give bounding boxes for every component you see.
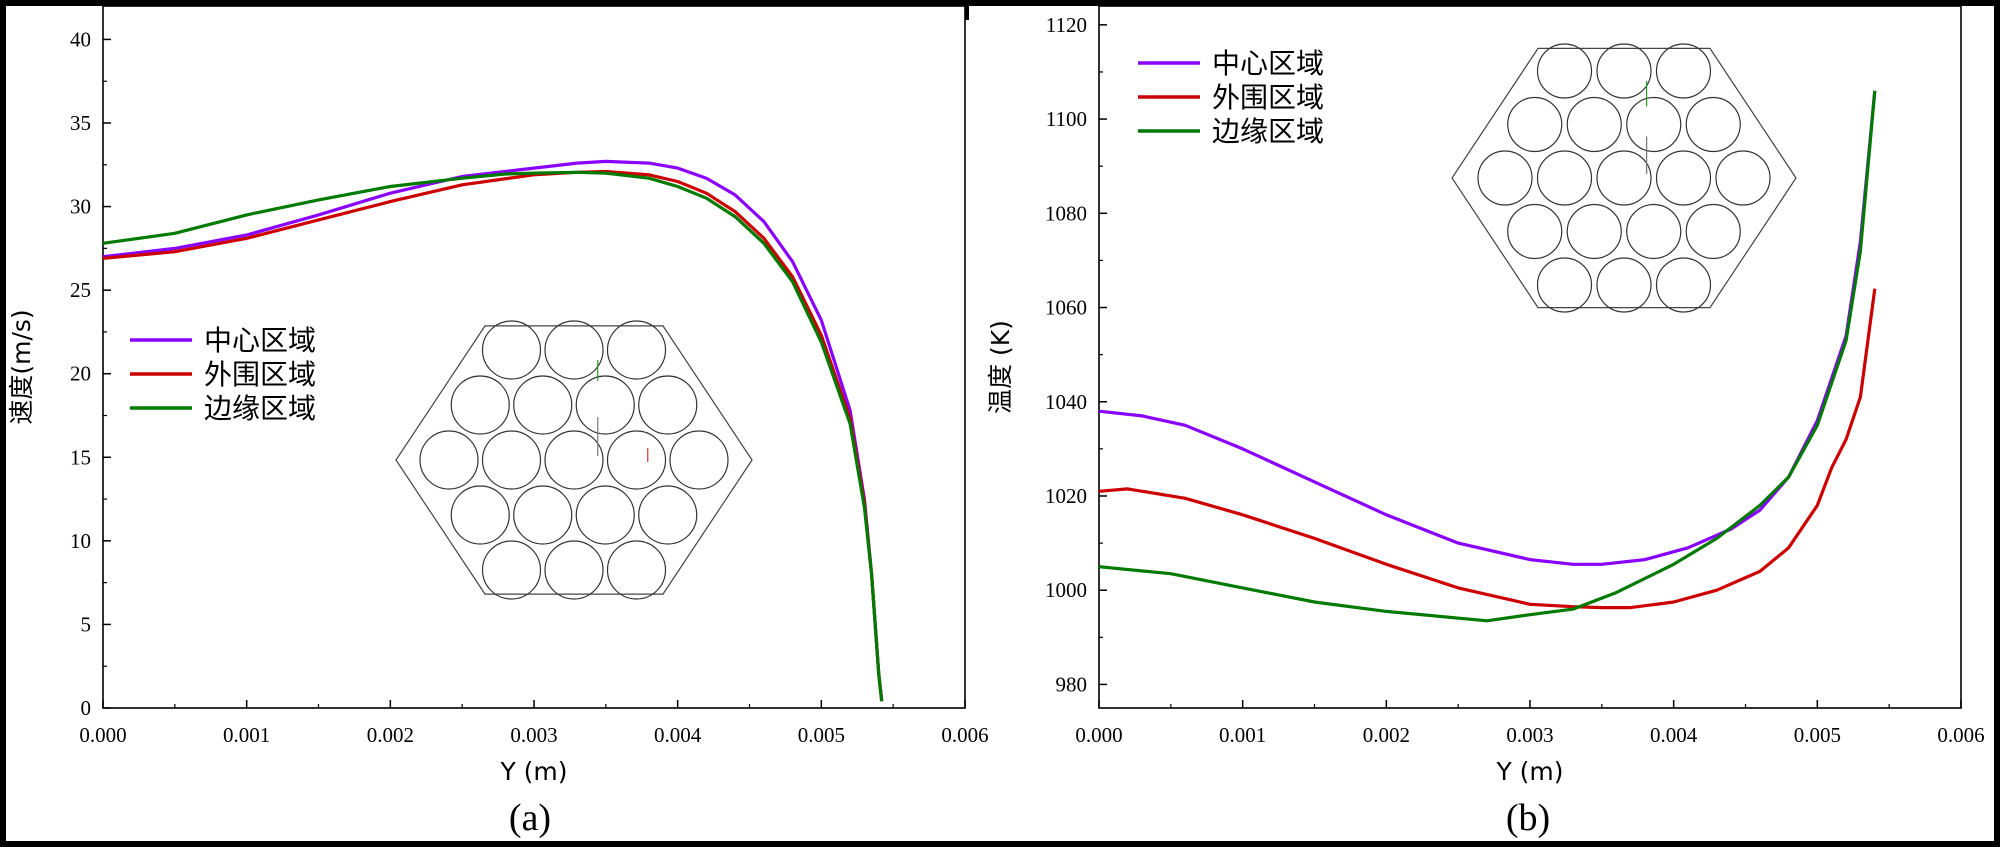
x-tick-label: 0.001 bbox=[1219, 723, 1266, 747]
x-tick-label: 0.003 bbox=[510, 723, 557, 747]
rod-circle bbox=[544, 430, 604, 490]
y-tick-label: 15 bbox=[70, 445, 91, 469]
rod-circle bbox=[481, 430, 542, 490]
rod-circle bbox=[1566, 203, 1622, 260]
hexagon-bundle-inset bbox=[1451, 43, 1797, 313]
x-tick-label: 0.003 bbox=[1506, 723, 1553, 747]
y-tick-label: 1000 bbox=[1045, 578, 1087, 602]
legend-label-0: 中心区域 bbox=[1212, 47, 1324, 80]
rod-circle bbox=[481, 320, 542, 380]
legend-label-0: 中心区域 bbox=[204, 324, 316, 357]
y-tick-label: 35 bbox=[70, 111, 91, 135]
rod-circle bbox=[1655, 43, 1712, 99]
y-tick-label: 40 bbox=[70, 27, 91, 51]
y-tick-label: 980 bbox=[1056, 672, 1088, 696]
panel-label: (a) bbox=[509, 797, 551, 839]
x-tick-label: 0.004 bbox=[1650, 723, 1698, 747]
y-tick-label: 1060 bbox=[1045, 296, 1087, 320]
rod-circle bbox=[606, 430, 667, 490]
rod-circle bbox=[1715, 150, 1771, 206]
rod-circle bbox=[1626, 96, 1682, 153]
legend-label-1: 外围区域 bbox=[204, 358, 316, 391]
y-tick-label: 1120 bbox=[1046, 13, 1087, 37]
y-tick-label: 25 bbox=[70, 278, 91, 302]
rod-circle bbox=[638, 375, 698, 435]
rod-circle bbox=[450, 485, 510, 545]
rod-circle bbox=[1655, 150, 1712, 206]
panel-label: (b) bbox=[1506, 797, 1550, 839]
rod-circle bbox=[1477, 150, 1533, 206]
rod-circle bbox=[1685, 203, 1741, 260]
rod-circle bbox=[606, 320, 667, 380]
rod-circle bbox=[1685, 96, 1741, 153]
rod-circle bbox=[544, 320, 604, 380]
series-line-2 bbox=[102, 170, 884, 702]
rod-circle bbox=[669, 430, 729, 490]
y-tick-label: 1040 bbox=[1045, 390, 1087, 414]
x-tick-label: 0.002 bbox=[1363, 723, 1410, 747]
series-line-0 bbox=[1098, 90, 1877, 566]
x-tick-label: 0.005 bbox=[798, 723, 845, 747]
plot-area-0 bbox=[102, 5, 966, 709]
series-line-1 bbox=[1098, 288, 1877, 610]
y-tick-label: 30 bbox=[70, 195, 91, 219]
hexagon-outline bbox=[395, 325, 753, 595]
rod-circle bbox=[419, 430, 479, 490]
x-tick-label: 0.001 bbox=[223, 723, 270, 747]
rod-circle bbox=[1507, 203, 1563, 260]
legend-label-2: 边缘区域 bbox=[1212, 115, 1324, 148]
hexagon-bundle-inset bbox=[395, 320, 753, 600]
x-tick-label: 0.006 bbox=[941, 723, 988, 747]
x-tick-label: 0.000 bbox=[1075, 723, 1122, 747]
hexagon-outline bbox=[1451, 47, 1797, 309]
x-tick-label: 0.002 bbox=[367, 723, 414, 747]
rod-circle bbox=[544, 540, 604, 600]
rod-circle bbox=[1596, 43, 1652, 99]
y-tick-label: 5 bbox=[81, 612, 92, 636]
rod-circle bbox=[450, 375, 510, 435]
y-tick-label: 1080 bbox=[1045, 201, 1087, 225]
series-line-2 bbox=[1098, 90, 1877, 623]
y-tick-label: 0 bbox=[81, 696, 92, 720]
rod-circle bbox=[1626, 203, 1682, 260]
rod-circle bbox=[575, 485, 635, 545]
rod-circle bbox=[1655, 257, 1712, 313]
y-tick-label: 1100 bbox=[1046, 107, 1087, 131]
x-tick-label: 0.000 bbox=[79, 723, 126, 747]
rod-circle bbox=[1536, 43, 1593, 99]
x-axis-label: Y (m) bbox=[499, 757, 567, 786]
y-tick-label: 20 bbox=[70, 362, 91, 386]
x-tick-label: 0.006 bbox=[1937, 723, 1984, 747]
x-tick-label: 0.004 bbox=[654, 723, 702, 747]
rod-circle bbox=[575, 375, 635, 435]
rod-circle bbox=[481, 540, 542, 600]
x-axis-label: Y (m) bbox=[1495, 757, 1563, 786]
legend-label-1: 外围区域 bbox=[1212, 81, 1324, 114]
y-tick-label: 1020 bbox=[1045, 484, 1087, 508]
rod-circle bbox=[606, 540, 667, 600]
rod-circle bbox=[1596, 257, 1652, 313]
rod-circle bbox=[638, 485, 698, 545]
rod-circle bbox=[1536, 150, 1593, 206]
legend-label-2: 边缘区域 bbox=[204, 392, 316, 425]
rod-circle bbox=[1507, 96, 1563, 153]
rod-circle bbox=[513, 375, 573, 435]
x-tick-label: 0.005 bbox=[1794, 723, 1841, 747]
rod-circle bbox=[1596, 150, 1652, 206]
rod-circle bbox=[1536, 257, 1593, 313]
rod-circle bbox=[513, 485, 573, 545]
y-axis-label: 温度 (K) bbox=[986, 320, 1015, 414]
series-line-1 bbox=[102, 169, 884, 702]
y-tick-label: 10 bbox=[70, 529, 91, 553]
rod-circle bbox=[1566, 96, 1622, 153]
y-axis-label: 速度(m/s) bbox=[7, 309, 36, 424]
